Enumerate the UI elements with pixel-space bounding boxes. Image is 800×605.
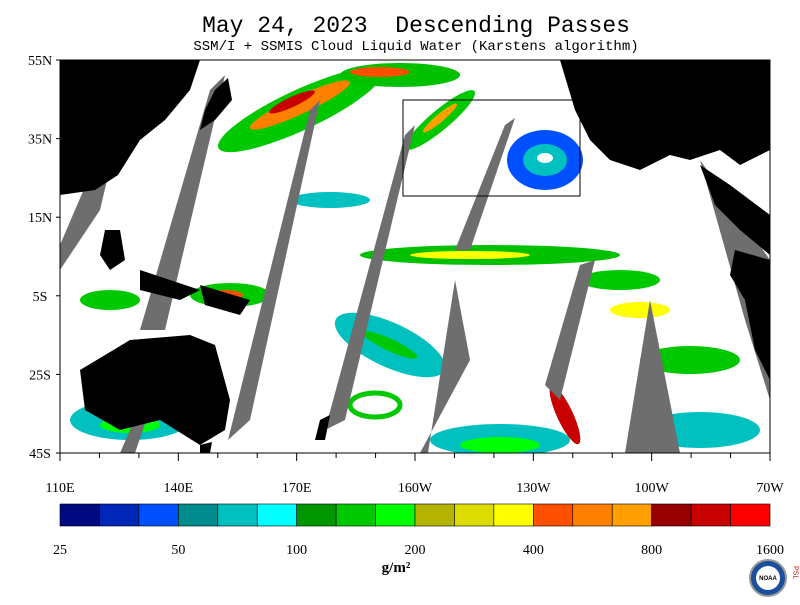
colorbar-cell — [690, 503, 731, 527]
colorbar-cell — [454, 503, 495, 527]
longitude-label: 70W — [756, 481, 784, 496]
colorbar-cell — [730, 503, 771, 527]
longitude-label: 170E — [282, 481, 312, 496]
colorbar-cell — [335, 503, 376, 527]
subtitle: SSM/I + SSMIS Cloud Liquid Water (Karste… — [193, 39, 638, 55]
latitude-label: 5S — [33, 290, 48, 305]
region-box — [402, 99, 581, 197]
side-logo: PSL — [792, 566, 799, 579]
colorbar-cell — [138, 503, 179, 527]
colorbar-cell — [375, 503, 416, 527]
colorbar-cell — [533, 503, 574, 527]
land — [60, 60, 770, 453]
colorbar-label: 200 — [405, 543, 426, 558]
colorbar-cell — [651, 503, 692, 527]
colorbar-cell — [572, 503, 613, 527]
colorbar-label: 800 — [641, 543, 662, 558]
colorbar-cell — [296, 503, 337, 527]
longitude-label: 110E — [45, 481, 74, 496]
title: May 24, 2023 Descending Passes — [202, 13, 630, 39]
colorbar-label: 100 — [286, 543, 307, 558]
latitude-label: 55N — [28, 54, 52, 69]
colorbar-cell — [256, 503, 297, 527]
swath-gaps — [60, 75, 770, 453]
colorbar-unit: g/m² — [382, 560, 411, 576]
colorbar-cell — [493, 503, 534, 527]
noaa-logo: NOAA PSL — [749, 559, 799, 597]
colorbar-label: 50 — [171, 543, 185, 558]
logo-text: NOAA — [759, 576, 777, 582]
colorbar-cell — [99, 503, 140, 527]
colorbar-cell — [611, 503, 652, 527]
colorbar-cell — [59, 503, 100, 527]
longitude-label: 100W — [635, 481, 670, 496]
colorbar-label: 400 — [523, 543, 544, 558]
latitude-label: 15N — [28, 211, 52, 226]
longitude-label: 160W — [398, 481, 433, 496]
colorbar-cell — [178, 503, 219, 527]
colorbar-cell — [217, 503, 258, 527]
longitude-label: 140E — [164, 481, 194, 496]
colorbar-cell — [414, 503, 455, 527]
map — [59, 59, 771, 454]
latitude-label: 25S — [29, 368, 51, 383]
latitude-label: 45S — [29, 447, 51, 462]
colorbar-label: 25 — [53, 543, 67, 558]
longitude-label: 130W — [516, 481, 551, 496]
colorbar-label: 1600 — [756, 543, 784, 558]
latitude-label: 35N — [28, 133, 52, 148]
